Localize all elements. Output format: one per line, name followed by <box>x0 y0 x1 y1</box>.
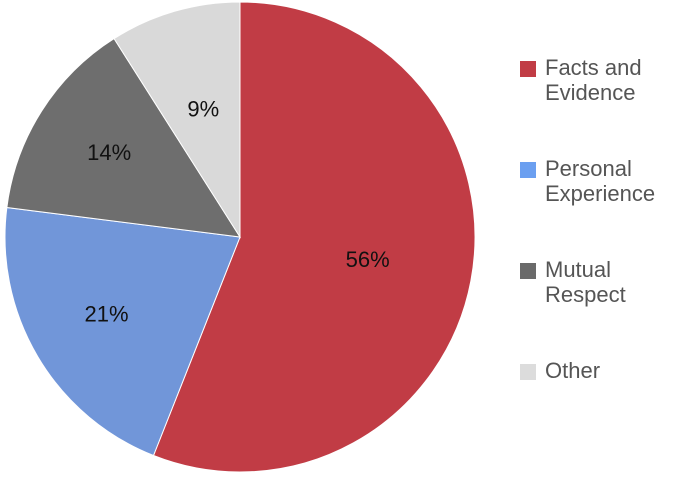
pie-data-labels: 56% 21% 14% 9% <box>85 96 390 326</box>
legend-label-personal-experience-line1: Personal <box>545 156 632 181</box>
data-label-other: 9% <box>187 96 219 121</box>
data-label-facts-and-evidence: 56% <box>346 247 390 272</box>
pie-slice-facts-and-evidence <box>152 1 476 473</box>
legend-label-facts-and-evidence-line2: Evidence <box>545 80 636 105</box>
legend-swatch-facts-and-evidence <box>520 61 536 77</box>
legend-swatch-other <box>520 364 536 380</box>
legend-swatch-mutual-respect <box>520 263 536 279</box>
pie-slice-other <box>113 1 241 239</box>
pie-slices <box>4 1 476 473</box>
legend-label-mutual-respect-line1: Mutual <box>545 257 612 282</box>
data-label-personal-experience: 21% <box>85 302 129 327</box>
pie-slice-personal-experience <box>4 206 241 457</box>
legend-swatch-personal-experience <box>520 162 536 178</box>
legend-label-facts-and-evidence-line1: Facts and <box>545 55 642 80</box>
legend-label-personal-experience-line2: Experience <box>545 181 656 206</box>
data-label-mutual-respect: 14% <box>87 140 131 165</box>
pie-slice-mutual-respect <box>6 37 241 238</box>
legend-label-other-line1: Other <box>545 358 601 383</box>
legend-label-mutual-respect-line2: Respect <box>545 282 626 307</box>
